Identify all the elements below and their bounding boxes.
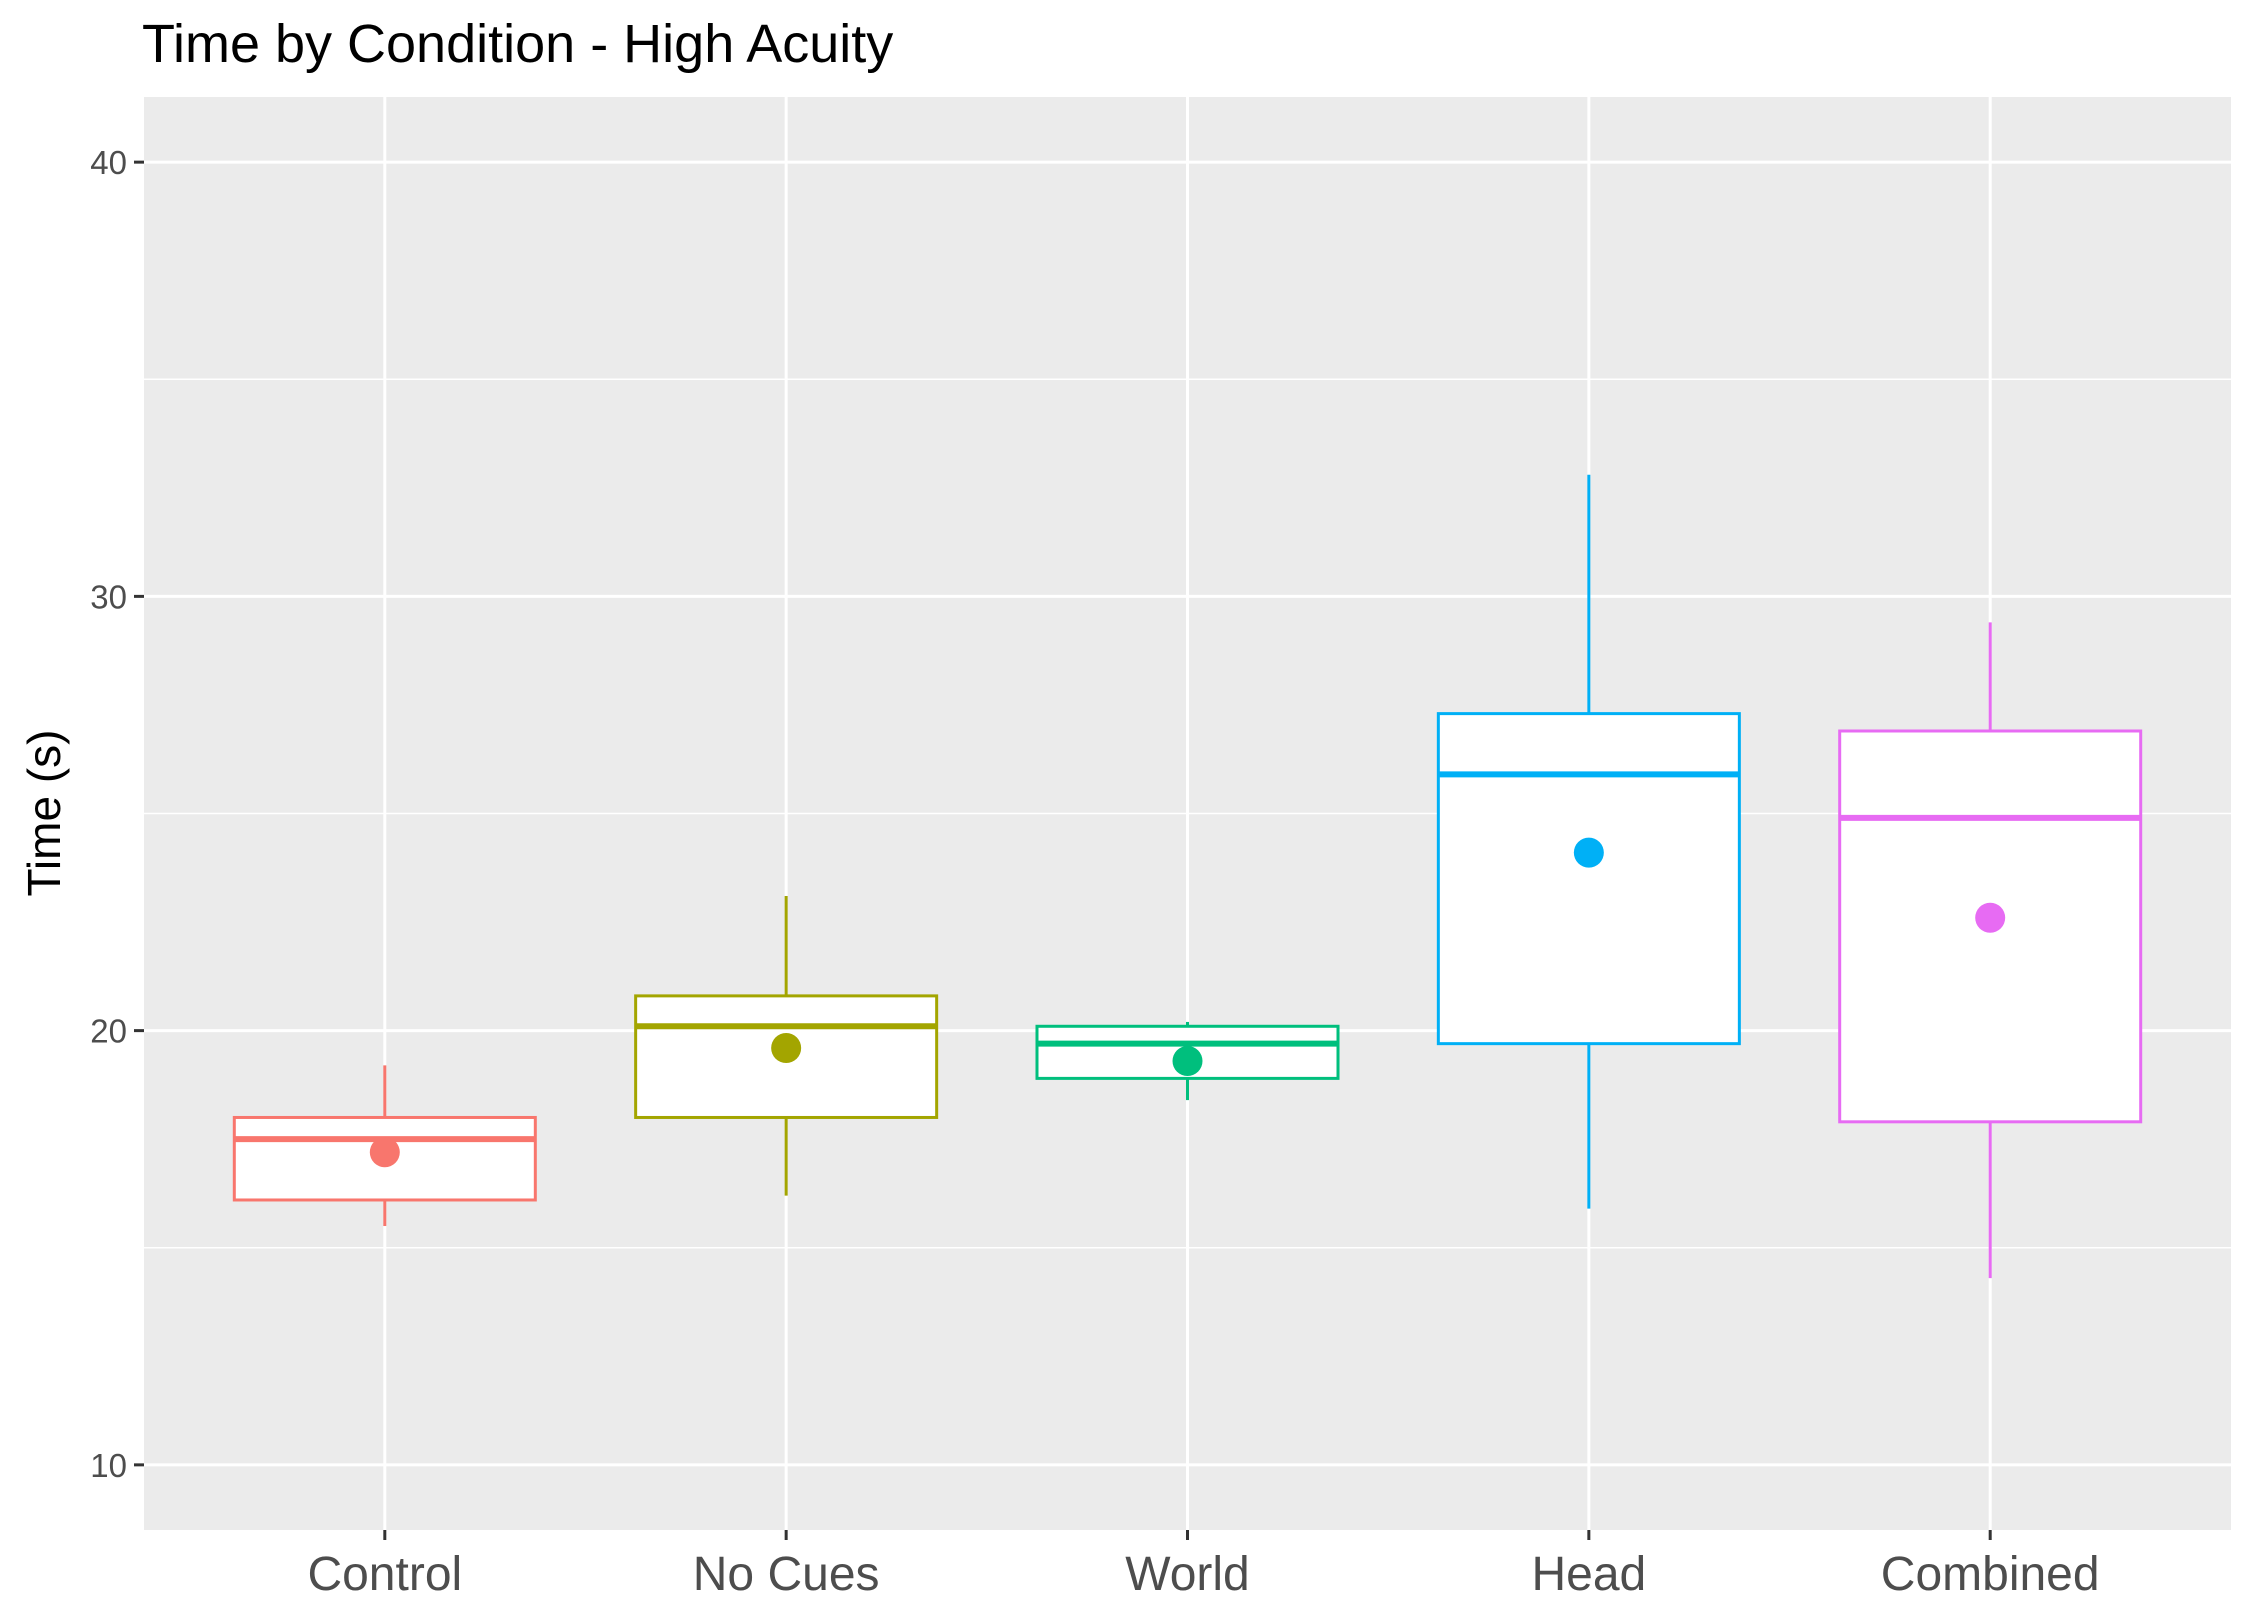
mean-point-combined (1975, 902, 2006, 933)
y-tick-label: 40 (90, 144, 127, 181)
y-tick-label: 20 (90, 1013, 127, 1050)
boxes-layer (232, 474, 2143, 1279)
axes-layer: 10 20 30 40 Control No Cues World Head Combined (90, 144, 2099, 1601)
mean-point-control (369, 1137, 400, 1168)
x-tick-label: World (1125, 1548, 1249, 1601)
mean-point-head (1573, 837, 1604, 868)
mean-point-world (1172, 1046, 1203, 1077)
mean-point-no-cues (771, 1032, 802, 1063)
y-tick-label: 10 (90, 1447, 127, 1484)
x-tick-label: Control (307, 1548, 462, 1601)
y-tick-label: 30 (90, 578, 127, 615)
x-tick-label: No Cues (693, 1548, 880, 1601)
box-head (1436, 712, 1741, 1046)
x-tick-label: Head (1531, 1548, 1646, 1601)
chart-title: Time by Condition - High Acuity (142, 14, 893, 74)
y-axis-label: Time (s) (18, 730, 70, 897)
x-tick-label: Combined (1881, 1548, 2100, 1601)
